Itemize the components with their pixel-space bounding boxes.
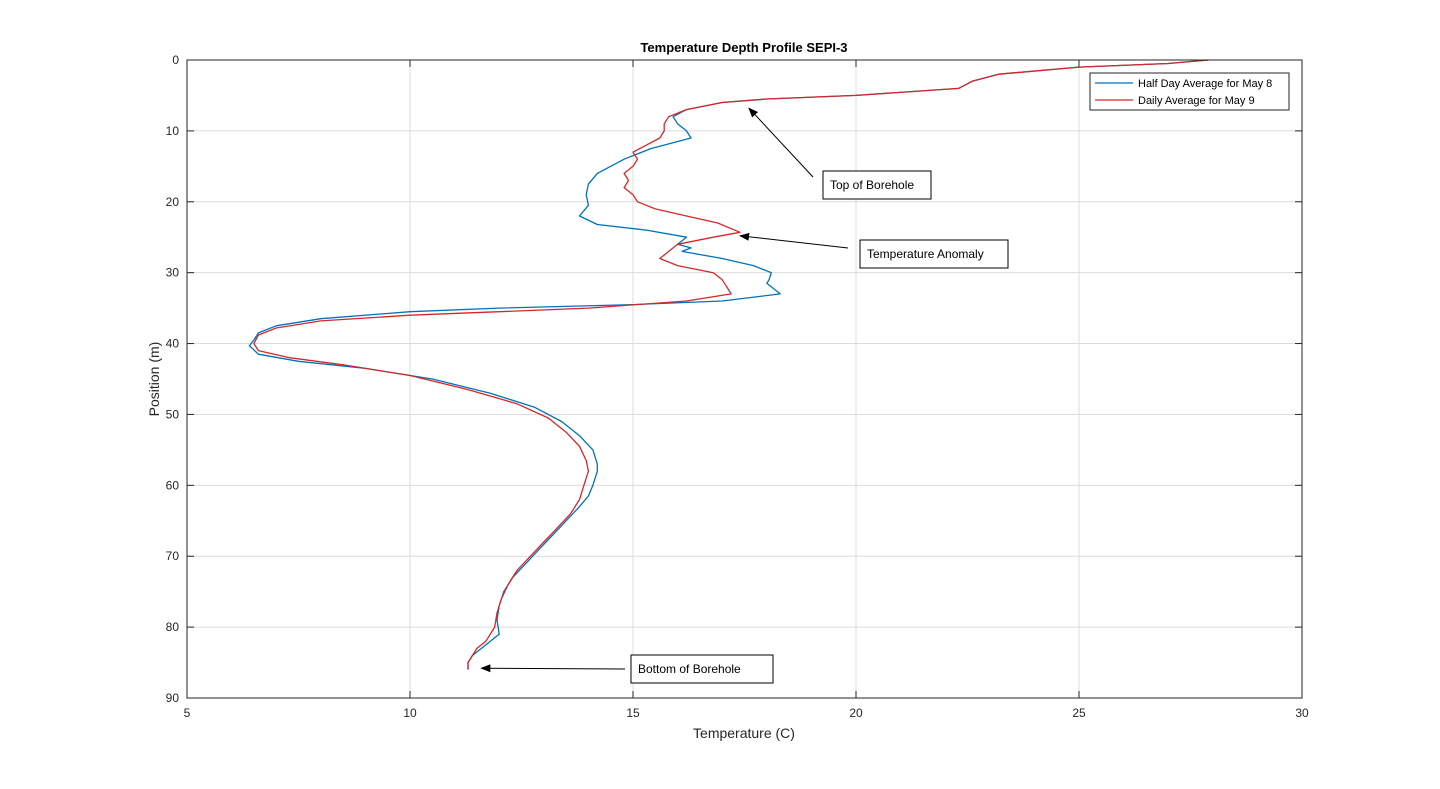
x-axis-label: Temperature (C) [693,725,795,741]
annotations: Top of Borehole Temperature Anomaly Bottom… [480,107,1009,684]
series-line-0 [248,59,1209,670]
x-tick-label: 10 [403,706,417,720]
annotation: Temperature Anomaly [739,232,1009,269]
annotation-arrow [739,232,849,249]
chart-title: Temperature Depth Profile SEPI-3 [640,40,847,55]
axes-box [186,59,1303,699]
y-tick-label: 10 [166,124,180,138]
annotation-box [822,170,932,200]
legend: Half Day Average for May 8 Daily Average… [1089,72,1290,111]
annotation-label: Top of Borehole [830,178,914,192]
series-line-1 [253,59,1209,670]
legend-box [1089,72,1290,111]
y-tick-label: 20 [166,195,180,209]
y-tick-label: 90 [166,691,180,705]
x-tick-label: 15 [626,706,640,720]
series-layer [248,59,1209,670]
annotation-label: Temperature Anomaly [867,247,984,261]
annotation-arrow [748,107,814,178]
y-tick-label: 50 [166,407,180,421]
y-tick-label: 0 [172,53,179,67]
ticks: 5 10 15 20 25 30 0 10 20 30 40 50 60 70 80 90 [166,53,1309,720]
y-tick-label: 60 [166,478,180,492]
legend-label-half-day: Half Day Average for May 8 [1138,78,1272,90]
y-axis-label: Position (m) [146,342,162,417]
annotation-arrow [480,664,626,673]
annotation-label: Bottom of Borehole [638,662,741,676]
annotation-box [859,239,1009,269]
legend-label-daily: Daily Average for May 9 [1138,95,1255,107]
x-tick-label: 30 [1295,706,1309,720]
x-tick-label: 5 [184,706,191,720]
annotation-box [630,654,774,684]
x-tick-label: 25 [1072,706,1086,720]
plot-area [187,60,1302,698]
annotation: Bottom of Borehole [480,654,774,684]
y-tick-label: 40 [166,337,180,351]
y-tick-label: 30 [166,266,180,280]
x-tick-label: 20 [849,706,863,720]
annotation: Top of Borehole [748,107,932,200]
y-tick-label: 70 [166,549,180,563]
y-tick-label: 80 [166,620,180,634]
